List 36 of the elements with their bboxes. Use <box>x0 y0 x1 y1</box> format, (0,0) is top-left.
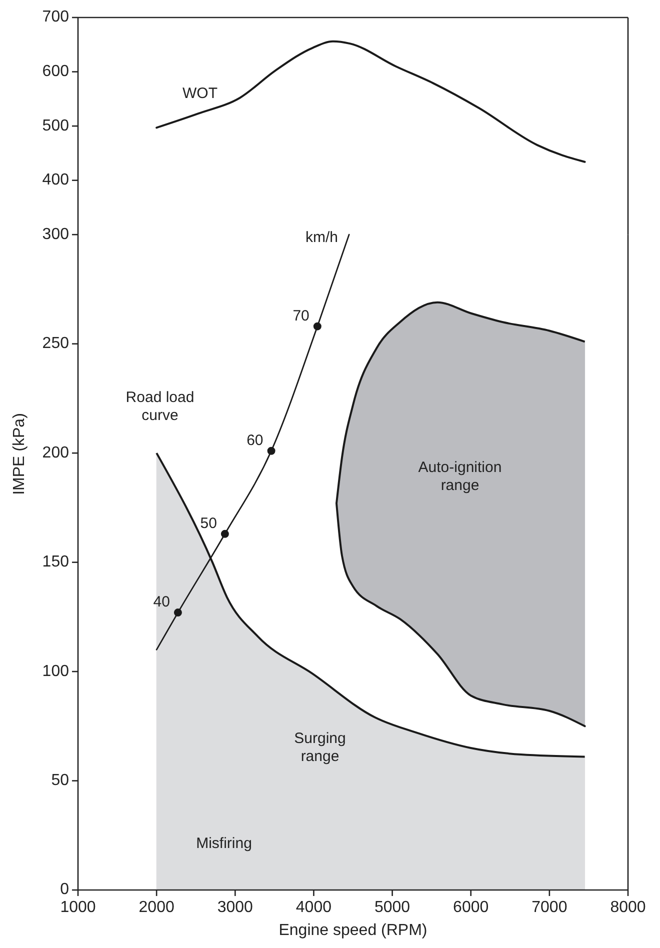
y-tick-label: 0 <box>60 881 70 898</box>
y-tick-label: 500 <box>42 117 70 134</box>
x-tick-label: 1000 <box>60 899 96 916</box>
y-tick-label: 100 <box>42 662 70 680</box>
y-tick-label: 300 <box>42 226 70 243</box>
x-tick-label: 2000 <box>138 899 174 916</box>
y-tick-label: 600 <box>42 62 70 80</box>
y-axis-title: IMPE (kPa) <box>11 413 28 495</box>
annotation: 60 <box>246 432 264 449</box>
annotation: Surging range <box>294 730 346 765</box>
line-series <box>156 40 586 163</box>
annotation: Misfiring <box>196 834 252 852</box>
x-axis-title: Engine speed (RPM) <box>278 922 428 939</box>
y-tick-label: 150 <box>42 554 70 571</box>
series-label: WOT <box>182 84 218 102</box>
point <box>313 322 322 330</box>
y-tick-label: 250 <box>42 335 70 352</box>
annotation: 40 <box>153 594 170 611</box>
y-tick-label: 700 <box>42 8 70 26</box>
x-tick-label: 5000 <box>374 899 410 916</box>
y-tick-label: 200 <box>42 444 70 462</box>
x-tick-label: 6000 <box>453 899 489 916</box>
x-tick-label: 7000 <box>532 899 568 916</box>
x-tick-label: 3000 <box>217 899 254 916</box>
y-tick-label: 400 <box>42 172 70 189</box>
annotation: 50 <box>200 514 217 532</box>
y-tick-label: 50 <box>51 772 70 789</box>
point <box>220 530 229 538</box>
x-tick-label: 4000 <box>296 899 332 916</box>
series-label: Auto-ignition range <box>418 458 502 494</box>
x-tick-label: 8000 <box>610 899 646 916</box>
text: Road load curve <box>126 388 194 424</box>
point <box>267 446 276 455</box>
point <box>174 608 182 617</box>
series-label: km/h <box>305 228 338 246</box>
annotation: 70 <box>292 307 310 324</box>
